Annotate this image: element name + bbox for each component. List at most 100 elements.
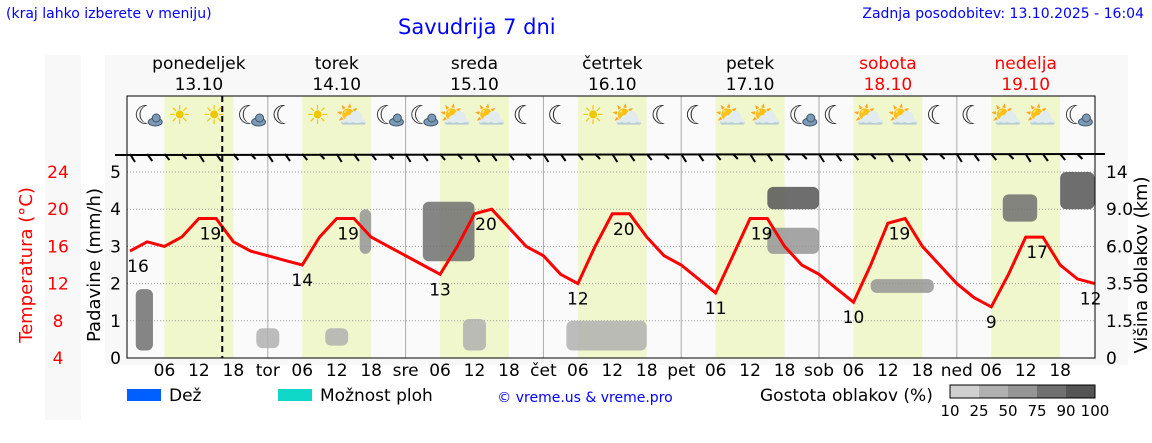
hour-tick: 18: [1049, 361, 1071, 381]
wind-barb: [335, 153, 343, 163]
hour-tick: 06: [567, 361, 589, 381]
wind-barb: [594, 153, 601, 160]
day-abbr-tick: ned: [941, 361, 973, 381]
moon-icon: ☾: [823, 101, 846, 131]
precip-tick: 2: [110, 275, 121, 295]
sun-cloud-icon: ⛅: [749, 101, 781, 131]
sun-cloud-icon: ⛅: [474, 101, 506, 131]
sun-cloud-icon: ⛅: [990, 101, 1022, 131]
day-name: nedelja: [995, 54, 1057, 74]
density-tick: 75: [1027, 402, 1046, 420]
precip-tick: 3: [110, 237, 121, 257]
wind-barb: [645, 153, 653, 161]
day-name: četrtek: [582, 54, 643, 74]
wind-barb: [129, 153, 136, 163]
temperature-label: 20: [475, 215, 497, 235]
cloud-patch: [566, 320, 647, 351]
cloud-patch: [135, 289, 153, 351]
cloud-patch: [1002, 194, 1038, 222]
hour-tick: 12: [326, 361, 348, 381]
day-name: ponedeljek: [152, 54, 246, 74]
wind-barb: [869, 153, 877, 160]
cloud-density-label: Gostota oblakov (%): [760, 386, 933, 406]
sun-cloud-icon: ⛅: [715, 101, 747, 131]
wind-barb: [904, 153, 911, 162]
day-name: torek: [315, 54, 359, 74]
moon-icon: ☾: [926, 101, 949, 131]
hour-tick: 12: [188, 361, 210, 381]
wind-barb: [353, 153, 360, 162]
cloud-height-tick: 6.0: [1106, 237, 1133, 257]
wind-barb: [938, 153, 946, 160]
wind-barb: [818, 153, 825, 163]
wind-barb: [732, 153, 739, 160]
wind-barb: [473, 153, 481, 163]
wind-barb: [1007, 153, 1015, 160]
temp-tick: 16: [47, 237, 69, 257]
cloud-patch: [422, 201, 475, 262]
density-swatch: [950, 385, 979, 398]
daylight-band: [577, 96, 647, 358]
wind-barb: [180, 153, 188, 160]
precip-tick: 1: [110, 312, 121, 332]
sun-cloud-icon: ⛅: [1025, 101, 1057, 131]
density-tick: 100: [1081, 402, 1110, 420]
wind-barb: [559, 153, 567, 162]
wind-barb: [456, 153, 463, 160]
day-name: sreda: [451, 54, 498, 74]
wind-barb: [146, 153, 154, 162]
wind-barb: [232, 153, 240, 161]
storm-legend-label: Možnost ploh: [320, 386, 433, 406]
sun-cloud-icon: ⛅: [852, 101, 884, 131]
cloud-height-tick: 1.5: [1106, 312, 1133, 332]
rain-legend-swatch: [127, 389, 161, 401]
last-update: Zadnja posodobitev: 13.10.2025 - 16:04: [862, 6, 1144, 22]
cloud-icon: [255, 113, 265, 123]
hour-tick: 18: [912, 361, 934, 381]
day-date: 14.10: [312, 75, 361, 95]
wind-barb: [198, 153, 205, 163]
wind-barb: [577, 153, 584, 161]
cloud-icon: [151, 113, 161, 123]
density-scale-frame: [949, 384, 1096, 399]
cloud-height-tick: 14: [1106, 163, 1128, 183]
cloud-height-tick: 3.5: [1106, 275, 1133, 295]
precip-tick: 0: [110, 349, 121, 369]
cloud-height-tick: 0: [1106, 349, 1117, 369]
day-abbr-tick: tor: [256, 361, 280, 381]
density-swatch: [979, 385, 1008, 398]
wind-barb: [318, 153, 326, 160]
precip-tick: 4: [110, 200, 121, 220]
sun-cloud-icon: ⛅: [611, 101, 643, 131]
hour-tick: 12: [1015, 361, 1037, 381]
moon-icon: ☾: [650, 101, 673, 131]
temperature-line: [129, 207, 1095, 309]
day-name: sobota: [859, 54, 917, 74]
wind-barb: [835, 153, 843, 162]
wind-barb: [921, 153, 929, 161]
wind-barb: [404, 153, 412, 163]
temperature-label: 19: [337, 225, 359, 245]
wind-barb: [749, 153, 756, 163]
day-date: 15.10: [450, 75, 499, 95]
day-abbr-tick: sre: [393, 361, 419, 381]
density-swatch: [1008, 385, 1037, 398]
sun-icon: ☀: [168, 101, 191, 131]
cloud-height-axis-label: Višina oblakov (km): [1131, 176, 1152, 353]
moon-icon: ☾: [271, 101, 294, 131]
sun-cloud-icon: ⛅: [336, 101, 368, 131]
hour-tick: 18: [774, 361, 796, 381]
sun-icon: ☀: [581, 101, 604, 131]
density-tick: 10: [940, 402, 959, 420]
temp-tick: 8: [53, 312, 64, 332]
wind-barb: [439, 153, 446, 161]
day-date: 16.10: [588, 75, 637, 95]
temperature-label: 12: [567, 290, 589, 310]
rain-legend-label: Dež: [169, 386, 202, 406]
wind-barb: [163, 153, 171, 161]
wind-barb: [852, 153, 860, 161]
wind-barb: [525, 153, 532, 160]
moon-icon: ☾: [547, 101, 570, 131]
hour-tick: 18: [223, 361, 245, 381]
